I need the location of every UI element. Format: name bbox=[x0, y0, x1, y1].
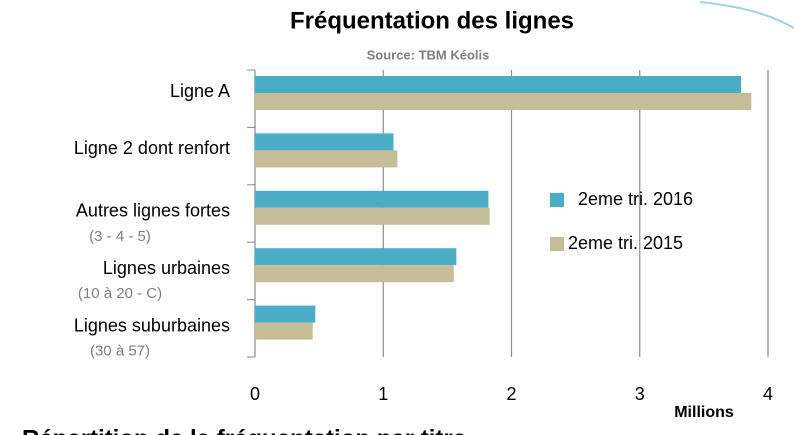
bar bbox=[255, 76, 742, 93]
y-tick-label: Ligne A bbox=[170, 81, 230, 101]
x-axis-label: Millions bbox=[674, 404, 734, 421]
legend-swatch bbox=[550, 193, 564, 207]
chart-title: Fréquentation des lignes bbox=[290, 7, 574, 34]
x-tick-label: 0 bbox=[250, 384, 260, 404]
category-note: (10 à 20 - C) bbox=[78, 285, 162, 302]
y-tick-label: Lignes suburbaines bbox=[74, 315, 230, 335]
x-tick-label: 4 bbox=[763, 384, 773, 404]
decoration bbox=[699, 1, 794, 29]
y-tick-label: Ligne 2 dont renfort bbox=[74, 138, 230, 158]
bar bbox=[255, 248, 457, 266]
bar bbox=[255, 150, 398, 168]
category-note: (3 - 4 - 5) bbox=[89, 228, 151, 245]
next-heading: Répartition de la fréquentation par titr… bbox=[22, 425, 466, 435]
bar bbox=[255, 133, 394, 151]
bar bbox=[255, 207, 490, 225]
legend-label: 2eme tri. 2016 bbox=[578, 189, 693, 209]
y-tick-label: Autres lignes fortes bbox=[76, 201, 230, 221]
category-note: (30 à 57) bbox=[90, 343, 150, 360]
legend-label: 2eme tri. 2015 bbox=[568, 233, 683, 253]
chart-subtitle: Source: TBM Kéolis bbox=[367, 47, 490, 62]
y-tick-label: Lignes urbaines bbox=[103, 258, 230, 278]
bar bbox=[255, 190, 489, 208]
bar bbox=[255, 93, 752, 110]
bar bbox=[255, 265, 454, 283]
bar bbox=[255, 305, 316, 323]
x-tick-label: 3 bbox=[635, 384, 645, 404]
x-tick-label: 1 bbox=[378, 384, 388, 404]
legend-swatch bbox=[550, 237, 564, 251]
bar bbox=[255, 322, 313, 340]
x-tick-label: 2 bbox=[506, 384, 516, 404]
